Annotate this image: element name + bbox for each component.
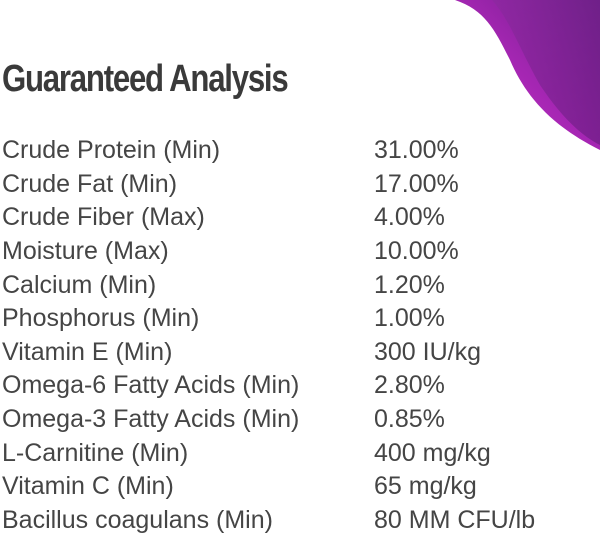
nutrient-value: 400 mg/kg	[374, 438, 491, 467]
table-row: Omega-6 Fatty Acids (Min) 2.80%	[2, 369, 592, 403]
table-row: L-Carnitine (Min) 400 mg/kg	[2, 436, 592, 470]
table-row: Omega-3 Fatty Acids (Min) 0.85%	[2, 403, 592, 437]
nutrient-value: 17.00%	[374, 169, 459, 198]
table-row: Moisture (Max) 10.00%	[2, 235, 592, 269]
nutrient-label: Phosphorus (Min)	[2, 304, 200, 333]
nutrient-label: Omega-3 Fatty Acids (Min)	[2, 405, 300, 434]
nutrient-value: 2.80%	[374, 371, 445, 400]
table-row: Vitamin C (Min) 65 mg/kg	[2, 470, 592, 504]
guaranteed-analysis-table: Crude Protein (Min) 31.00% Crude Fat (Min…	[2, 134, 592, 537]
nutrient-value: 10.00%	[374, 237, 459, 266]
nutrient-value: 1.00%	[374, 304, 445, 333]
table-row: Crude Protein (Min) 31.00%	[2, 134, 592, 168]
nutrient-label: Crude Fiber (Max)	[2, 203, 205, 232]
nutrient-label: Crude Protein (Min)	[2, 136, 221, 165]
nutrient-label: Crude Fat (Min)	[2, 169, 178, 198]
nutrient-label: L-Carnitine (Min)	[2, 438, 189, 467]
purple-swoosh-decoration	[455, 0, 600, 150]
nutrient-value: 65 mg/kg	[374, 472, 477, 501]
nutrient-label: Moisture (Max)	[2, 237, 169, 266]
table-row: Calcium (Min) 1.20%	[2, 268, 592, 302]
nutrient-label: Bacillus coagulans (Min)	[2, 505, 273, 534]
nutrient-value: 0.85%	[374, 405, 445, 434]
table-row: Bacillus coagulans (Min) 80 MM CFU/lb	[2, 504, 592, 537]
nutrient-value: 80 MM CFU/lb	[374, 505, 536, 534]
nutrient-value: 31.00%	[374, 136, 459, 165]
nutrient-value: 300 IU/kg	[374, 337, 482, 366]
table-row: Crude Fat (Min) 17.00%	[2, 168, 592, 202]
nutrient-label: Vitamin E (Min)	[2, 337, 173, 366]
nutrient-value: 1.20%	[374, 270, 445, 299]
nutrient-label: Omega-6 Fatty Acids (Min)	[2, 371, 300, 400]
table-row: Phosphorus (Min) 1.00%	[2, 302, 592, 336]
nutrient-value: 4.00%	[374, 203, 445, 232]
nutrient-label: Calcium (Min)	[2, 270, 157, 299]
table-row: Crude Fiber (Max) 4.00%	[2, 201, 592, 235]
nutrient-label: Vitamin C (Min)	[2, 472, 174, 501]
page-title: Guaranteed Analysis	[2, 58, 289, 100]
table-row: Vitamin E (Min) 300 IU/kg	[2, 336, 592, 370]
